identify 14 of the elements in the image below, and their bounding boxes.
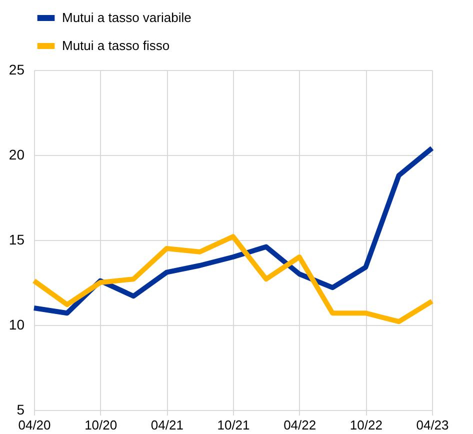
y-tick-label: 20 (8, 146, 25, 162)
x-tick-label: 10/20 (84, 418, 118, 432)
y-tick-label: 5 (16, 402, 25, 418)
x-tick-label: 10/22 (350, 418, 382, 432)
y-tick-label: 25 (8, 62, 25, 78)
y-tick-label: 10 (8, 316, 25, 332)
y-tick-label: 15 (8, 232, 25, 248)
x-tick-label: 04/20 (18, 418, 51, 432)
x-tick-label: 04/21 (150, 418, 184, 432)
legend-label: Mutui a tasso variabile (62, 10, 192, 25)
legend-label: Mutui a tasso fisso (62, 38, 170, 53)
x-tick-label: 04/22 (284, 418, 316, 432)
x-tick-label: 10/21 (217, 418, 250, 432)
x-tick-label: 04/23 (416, 418, 449, 432)
